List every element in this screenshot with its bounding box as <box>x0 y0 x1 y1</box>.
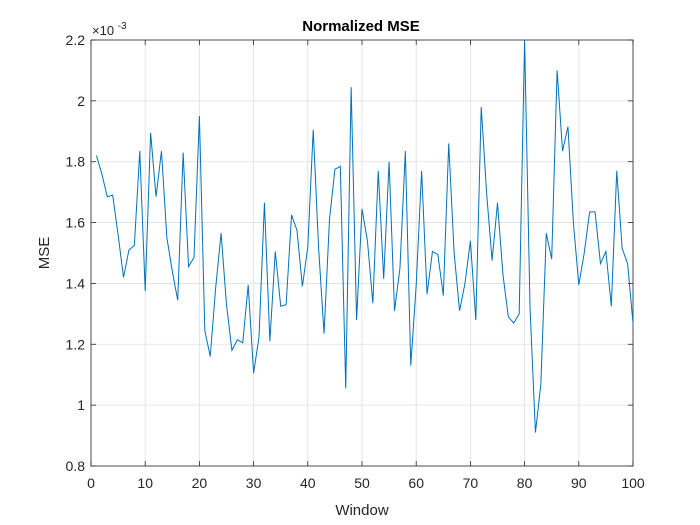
y-tick-label: 1.2 <box>66 336 86 352</box>
y-exponent-base: ×10 <box>92 23 114 38</box>
x-tick-label: 40 <box>300 475 316 491</box>
y-tick-label: 1.8 <box>66 154 86 170</box>
x-tick-label: 60 <box>408 475 424 491</box>
x-tick-label: 0 <box>87 475 95 491</box>
x-tick-label: 10 <box>137 475 153 491</box>
y-exponent-label: ×10 -3 <box>92 21 127 38</box>
y-tick-label: 1 <box>77 397 85 413</box>
x-tick-label: 80 <box>517 475 533 491</box>
y-tick-label: 1.6 <box>66 215 86 231</box>
x-tick-label: 90 <box>571 475 587 491</box>
y-tick-label: 2.2 <box>66 32 86 48</box>
series-line <box>95 39 634 433</box>
x-tick-label: 20 <box>192 475 208 491</box>
x-tick-label: 30 <box>246 475 262 491</box>
y-tick-label: 0.8 <box>66 458 86 474</box>
x-axis-label: Window <box>335 502 389 519</box>
y-tick-labels: 0.8 1 1.2 1.4 1.6 1.8 2 2.2 <box>66 32 86 474</box>
y-tick-label: 2 <box>77 93 85 109</box>
x-tick-label: 50 <box>354 475 370 491</box>
x-tick-labels: 0 10 20 30 40 50 60 70 80 90 100 <box>87 475 645 491</box>
chart-title: Normalized MSE <box>302 18 420 35</box>
x-tick-label: 100 <box>621 475 645 491</box>
y-axis-label: MSE <box>36 237 53 270</box>
y-exponent-power: -3 <box>118 21 127 32</box>
y-tick-label: 1.4 <box>66 275 86 291</box>
x-tick-label: 70 <box>463 475 479 491</box>
